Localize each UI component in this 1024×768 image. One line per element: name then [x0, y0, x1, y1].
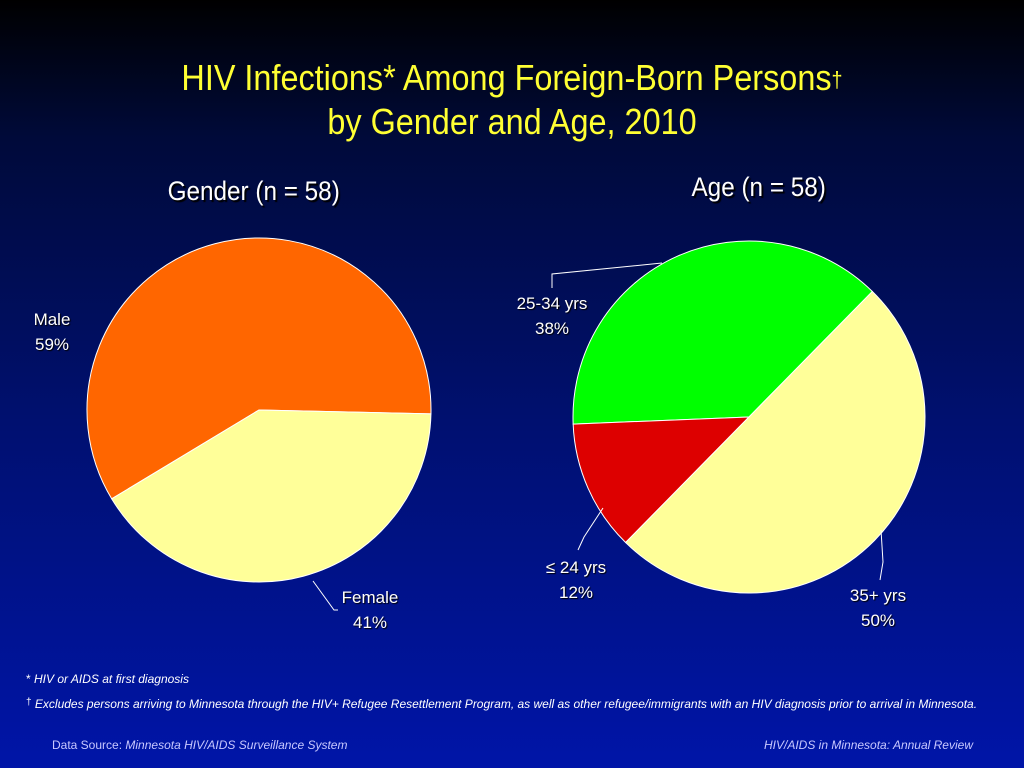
title-dagger: † [831, 67, 843, 92]
asterisk-text: HIV or AIDS at first diagnosis [34, 672, 189, 686]
age-25-34-slice-label: 25-34 yrs 38% [510, 291, 594, 341]
age-slice-35-yrs [624, 290, 926, 594]
age-35-plus-slice-label: 35+ yrs 50% [838, 583, 918, 633]
age-slice-24-yrs [572, 416, 751, 544]
female-label: Female [341, 588, 399, 607]
asterisk-mark: * [26, 672, 31, 686]
male-slice-label: Male 59% [22, 307, 82, 357]
age-slice-25-34-yrs [572, 240, 874, 425]
footnote-dagger: † Excludes persons arriving to Minnesota… [26, 697, 986, 711]
male-label: Male [33, 310, 71, 329]
age-pie [572, 240, 926, 594]
data-source-footer: Data Source: Minnesota HIV/AIDS Surveill… [52, 738, 347, 752]
label-leader-lines [312, 262, 884, 611]
gender-slice-male [86, 237, 432, 500]
gender-slice-female [111, 409, 432, 583]
male-percent: 59% [34, 335, 70, 354]
data-source-name: Minnesota HIV/AIDS Surveillance System [125, 738, 348, 752]
data-source-prefix: Data Source: [52, 738, 123, 752]
age-35-plus-percent: 50% [860, 611, 896, 630]
leader-35-plus [879, 529, 884, 581]
slide-title-line1: HIV Infections* Among Foreign-Born Perso… [51, 56, 973, 100]
slide-title-line2: by Gender and Age, 2010 [327, 101, 697, 142]
leader-le-24 [577, 507, 604, 551]
age-chart-title: Age (n = 58) [691, 172, 826, 202]
footnote-asterisk: * HIV or AIDS at first diagnosis [26, 672, 986, 686]
age-25-34-percent: 38% [534, 319, 570, 338]
dagger-text: Excludes persons arriving to Minnesota t… [34, 697, 978, 711]
leader-female [312, 580, 338, 611]
female-slice-label: Female 41% [334, 585, 406, 635]
age-25-34-label: 25-34 yrs [516, 294, 588, 313]
age-le-24-label: ≤ 24 yrs [545, 558, 607, 577]
gender-pie [86, 237, 432, 583]
slide-title-text: HIV Infections* Among Foreign-Born Perso… [181, 57, 832, 98]
age-le-24-slice-label: ≤ 24 yrs 12% [536, 555, 616, 605]
leader-25-34 [551, 262, 663, 288]
female-percent: 41% [352, 613, 388, 632]
age-le-24-percent: 12% [558, 583, 594, 602]
report-name: HIV/AIDS in Minnesota: Annual Review [764, 738, 973, 752]
dagger-mark: † [26, 697, 32, 708]
gender-chart-title: Gender (n = 58) [167, 176, 340, 206]
age-35-plus-label: 35+ yrs [849, 586, 907, 605]
report-name-footer: HIV/AIDS in Minnesota: Annual Review [764, 738, 973, 752]
